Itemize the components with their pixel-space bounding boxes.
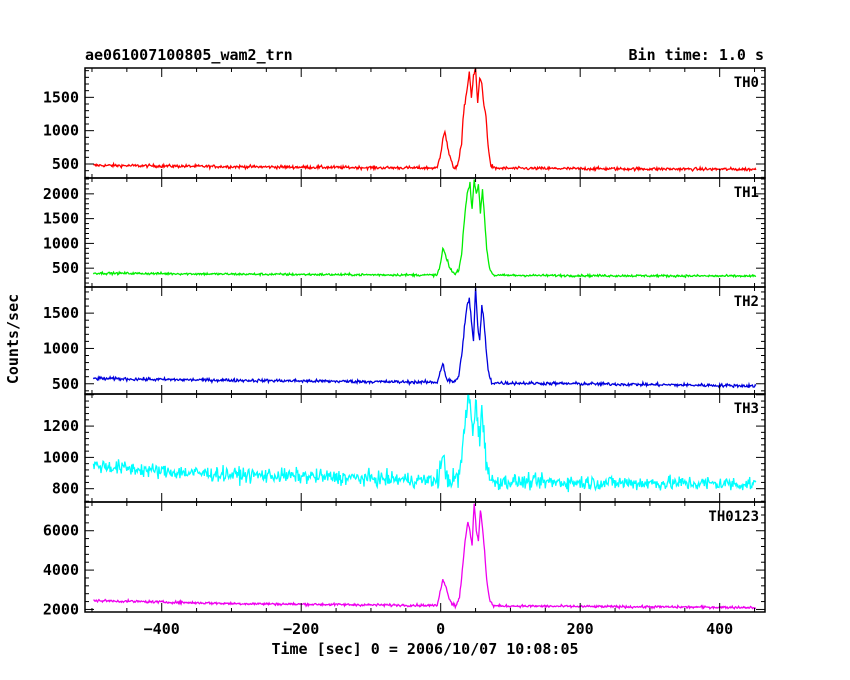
y-tick-label: 1000 [43,234,79,252]
x-tick-label: 400 [706,620,733,638]
panel-label-th0: TH0 [734,75,759,91]
x-tick-label: 200 [567,620,594,638]
y-tick-label: 4000 [43,561,79,579]
chart-title-right: Bin time: 1.0 s [629,46,764,64]
y-tick-label: 1000 [43,448,79,466]
y-axis-title: Counts/sec [4,294,22,384]
y-tick-label: 1000 [43,122,79,140]
y-tick-label: 500 [52,375,79,393]
panel-th0123: 2000 4000 6000 TH0123 [43,501,766,618]
panel-frame [84,501,766,613]
panel-th1: 500 1000 1500 2000 TH1 [43,177,766,288]
y-tick-label: 2000 [43,185,79,203]
panel-th0: 500 1000 1500 TH0 [43,67,766,179]
panel-frame [84,67,766,179]
series-line-th0 [93,68,757,173]
y-tick-label: 1200 [43,417,79,435]
x-tick-labels: −400 −200 0 200 400 [144,620,734,638]
x-tick-label: −200 [283,620,319,638]
y-tick-label: 2000 [43,600,79,618]
panel-label-th2: TH2 [734,294,759,310]
x-tick-label: −400 [144,620,180,638]
panels-group: 500 1000 1500 TH0 500 1000 1500 2000 TH1 500 1000 1… [43,67,766,618]
chart-title-left: ae061007100805_wam2_trn [85,46,293,64]
panel-label-th1: TH1 [734,185,759,201]
series-line-th1 [92,179,757,279]
x-tick-label: 0 [436,620,445,638]
y-tick-label: 500 [52,259,79,277]
panel-frame [84,393,766,503]
y-tick-label: 500 [52,155,79,173]
panel-frame [84,177,766,288]
x-axis-title: Time [sec] 0 = 2006/10/07 10:08:05 [271,640,578,658]
series-line-th0123 [93,503,756,610]
y-tick-label: 1500 [43,88,79,106]
y-tick-label: 6000 [43,522,79,540]
y-tick-label: 800 [52,480,79,498]
y-tick-label: 1500 [43,210,79,228]
series-line-th2 [92,286,757,389]
panel-th2: 500 1000 1500 TH2 [43,286,766,395]
panel-frame [84,286,766,395]
panel-th3: 800 1000 1200 TH3 [43,393,766,503]
panel-label-th0123: TH0123 [708,509,759,525]
series-line-th3 [92,393,757,493]
y-tick-label: 1000 [43,339,79,357]
y-tick-label: 1500 [43,304,79,322]
panel-label-th3: TH3 [734,401,759,417]
